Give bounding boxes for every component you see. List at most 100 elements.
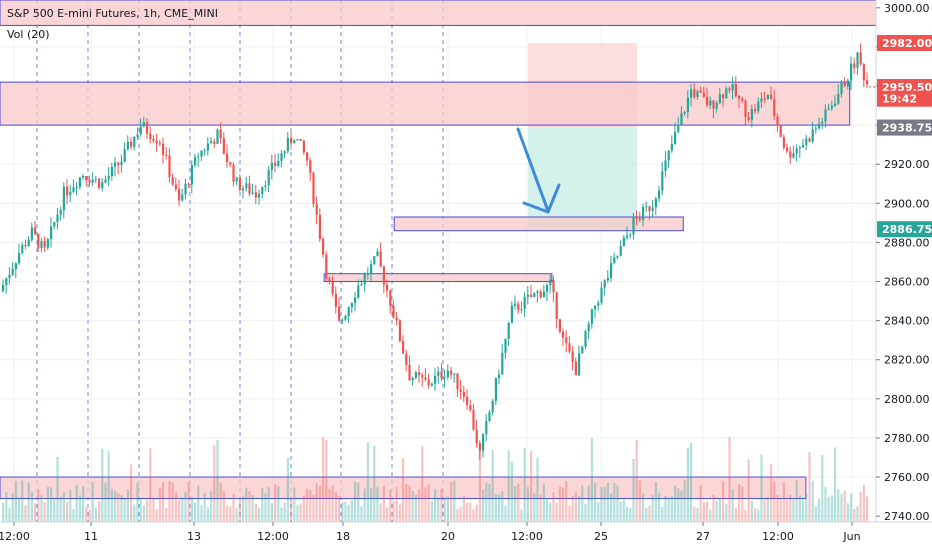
volume-bar [674,485,677,522]
volume-bar [162,481,165,522]
volume-bar [197,485,200,522]
candle-body [571,351,574,362]
candle-body [542,291,545,298]
candle-body [382,266,385,285]
candle-body [613,257,616,264]
candle-body [606,277,609,281]
candle-body [776,116,779,126]
volume-bar [139,499,142,522]
volume-bar [184,491,187,522]
candle-body [117,162,120,166]
volume-bar [811,480,814,522]
volume-bar [632,458,635,522]
volume-bar [418,489,421,522]
time-tick-label: 11 [84,530,98,543]
volume-bar [190,496,193,522]
volume-bar [514,486,517,522]
candle-body [370,264,373,274]
candle-body [494,377,497,401]
volume-bar [760,454,763,522]
volume-bar [526,486,529,522]
candle-body [834,103,837,107]
candle-body [475,429,478,444]
candle-body [610,263,613,278]
candle-body [302,140,305,153]
volume-bar [802,499,805,522]
time-tick-label: Jun [842,530,860,543]
candle-body [66,186,69,196]
volume-bar [72,508,75,522]
candle-body [338,306,341,321]
candle-body [590,309,593,325]
candle-body [318,214,321,240]
volume-bar [133,504,136,522]
price-tick-label: 2820.00 [884,354,930,367]
volume-bar [555,502,558,522]
price-tick-label: 3000.00 [884,2,930,15]
volume-bar [59,496,62,522]
volume-bar [245,487,248,522]
volume-bar [165,507,168,522]
volume-bar [498,494,501,522]
candle-body [600,287,603,303]
candle-body [693,89,696,97]
volume-bar [286,457,289,522]
candle-body [312,172,315,205]
candle-body [578,353,581,376]
candle-body [56,214,59,223]
volume-bar [283,502,286,522]
candle-body [331,281,334,294]
candle-body [846,80,849,87]
candle-body [376,251,379,257]
candle-body [830,106,833,109]
candle-body [616,255,619,258]
candle-body [485,420,488,435]
candle-body [626,235,629,238]
volume-bar [357,482,360,522]
volume-bar [75,484,78,522]
candle-body [405,353,408,365]
candle-body [574,361,577,376]
volume-bar [613,483,616,522]
candle-body [110,166,113,176]
volume-bar [427,484,430,522]
candle-body [78,177,81,188]
volume-bar [725,503,728,522]
volume-bar [814,506,817,522]
volume-bar [213,444,216,522]
candle-body [360,284,363,286]
volume-bar [722,480,725,522]
candle-body [856,52,859,68]
volume-bar [21,480,24,522]
volume-bar [203,492,206,522]
candle-body [37,233,40,249]
candle-body [565,337,568,344]
volume-bar [181,498,184,522]
candle-body [690,89,693,98]
volume-bar [766,497,769,522]
volume-bar [142,505,145,522]
candle-body [798,147,801,149]
volume-bar [734,507,737,522]
candle-body [27,239,30,247]
volume-bar [235,507,238,522]
volume-indicator-label[interactable]: Vol (20) [7,28,50,41]
volume-bar [850,493,853,522]
candle-body [162,143,165,155]
time-tick-label: 27 [696,530,710,543]
volume-bar [136,482,139,522]
candle-body [46,239,49,248]
candle-body [168,155,171,178]
price-tag-label: 19:42 [882,93,917,106]
candle-body [286,138,289,152]
volume-bar [565,481,568,522]
candle-body [587,324,590,332]
volume-bar [123,498,126,522]
volume-bar [846,503,849,522]
volume-bar [866,496,869,522]
candle-body [862,64,865,81]
candle-body [478,443,481,451]
volume-bar [430,501,433,522]
